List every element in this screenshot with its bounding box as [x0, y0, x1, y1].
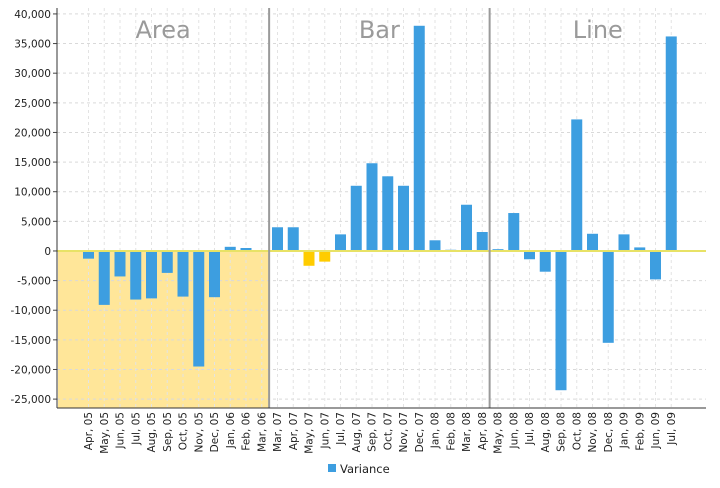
bar-feb-06: [240, 248, 252, 251]
x-tick-label: Apr, 07: [288, 412, 300, 450]
bar-aug-05: [146, 250, 157, 299]
section-title-line: Line: [573, 16, 623, 44]
x-tick-label: Feb, 06: [241, 412, 253, 451]
bar-apr-08: [476, 232, 488, 251]
x-tick-label: Aug, 05: [146, 412, 158, 453]
x-tick-label: May, 08: [493, 412, 505, 454]
bar-jun-07: [319, 250, 331, 262]
bar-jul-07: [335, 234, 346, 251]
x-tick-label: Feb, 08: [445, 412, 457, 451]
y-tick-label: 40,000: [14, 9, 51, 21]
bar-sep-08: [555, 250, 567, 391]
x-tick-label: Oct, 07: [382, 412, 394, 450]
x-tick-label: Jun, 09: [650, 412, 662, 449]
y-tick-label: 10,000: [14, 187, 51, 199]
x-tick-label: Sep, 08: [556, 412, 568, 452]
x-tick-label: Dec, 07: [414, 412, 426, 452]
bar-jan-09: [618, 234, 630, 251]
x-tick-label: Jan, 06: [225, 412, 237, 450]
bar-dec-07: [413, 25, 425, 251]
bar-nov-05: [193, 250, 205, 367]
bar-dec-05: [209, 250, 220, 298]
y-tick-label: 0: [44, 246, 51, 258]
bar-jul-08: [524, 250, 535, 260]
bar-jan-06: [224, 246, 236, 251]
bar-dec-08: [602, 250, 614, 343]
bar-feb-09: [634, 247, 646, 251]
bar-jun-05: [114, 250, 126, 277]
x-tick-label: Jan, 09: [619, 412, 631, 449]
bar-oct-08: [571, 119, 583, 251]
x-tick-label: Oct, 05: [178, 412, 190, 450]
bar-sep-07: [366, 163, 378, 251]
bar-oct-05: [177, 250, 189, 297]
x-tick-label: Feb, 09: [634, 412, 646, 451]
bar-oct-07: [382, 176, 394, 251]
bar-jul-09: [665, 36, 677, 251]
x-tick-label: Jun, 05: [115, 412, 127, 449]
section-title-area: Area: [135, 16, 190, 44]
bar-aug-07: [350, 185, 362, 251]
x-tick-label: Sep, 05: [162, 412, 174, 452]
bar-mar-07: [272, 227, 283, 251]
y-tick-label: 5,000: [21, 216, 51, 228]
y-tick-label: -20,000: [10, 364, 51, 376]
x-tick-label: Sep, 07: [367, 412, 379, 452]
y-tick-label: -15,000: [10, 335, 51, 347]
x-tick-label: Mar, 08: [461, 412, 473, 452]
x-tick-label: Jul, 08: [524, 412, 536, 446]
y-tick-label: 20,000: [14, 127, 51, 139]
legend-swatch-variance: [328, 464, 336, 472]
x-tick-label: Jul, 05: [130, 412, 142, 446]
y-tick-label: 25,000: [14, 98, 51, 110]
bar-sep-05: [161, 250, 173, 273]
bar-apr-07: [287, 227, 299, 251]
x-tick-label: Jun, 07: [319, 412, 331, 449]
x-tick-label: Aug, 08: [540, 412, 552, 453]
x-tick-label: Mar, 07: [272, 412, 284, 452]
x-tick-label: Oct, 08: [571, 412, 583, 450]
x-tick-label: Jun, 08: [508, 412, 520, 449]
x-tick-label: Apr, 05: [83, 412, 95, 450]
legend-label-variance: Variance: [340, 462, 390, 476]
y-tick-label: -25,000: [10, 394, 51, 406]
bar-may-05: [98, 250, 110, 305]
x-tick-label: Mar, 06: [256, 412, 268, 452]
x-tick-label: Apr, 08: [477, 412, 489, 450]
x-tick-label: Jul, 07: [335, 412, 347, 446]
x-tick-label: Jul, 09: [666, 412, 678, 446]
bar-mar-08: [461, 204, 472, 251]
area-section-fill: [58, 250, 270, 408]
bar-may-07: [303, 250, 315, 266]
x-tick-label: Aug, 07: [351, 412, 363, 453]
x-tick-label: Dec, 05: [209, 412, 221, 452]
bar-nov-07: [398, 185, 409, 251]
bar-aug-08: [539, 250, 551, 272]
y-tick-label: 15,000: [14, 157, 51, 169]
bar-nov-08: [587, 233, 598, 251]
section-title-bar: Bar: [359, 16, 400, 44]
bar-apr-05: [83, 250, 94, 259]
x-tick-label: Jan, 08: [430, 412, 442, 449]
bar-jul-05: [130, 250, 142, 300]
x-tick-label: Dec, 08: [603, 412, 615, 452]
x-tick-label: May, 07: [304, 412, 316, 454]
x-tick-label: May, 05: [99, 412, 111, 454]
x-tick-label: Nov, 08: [587, 412, 599, 453]
bar-jan-08: [429, 240, 441, 251]
y-tick-label: 35,000: [14, 39, 51, 51]
y-tick-label: -10,000: [10, 305, 51, 317]
y-tick-label: 30,000: [14, 68, 51, 80]
bar-jun-08: [508, 213, 520, 251]
x-tick-label: Nov, 07: [398, 412, 410, 453]
x-tick-label: Nov, 05: [193, 412, 205, 453]
y-tick-label: -5,000: [17, 276, 51, 288]
bar-jun-09: [650, 250, 661, 280]
